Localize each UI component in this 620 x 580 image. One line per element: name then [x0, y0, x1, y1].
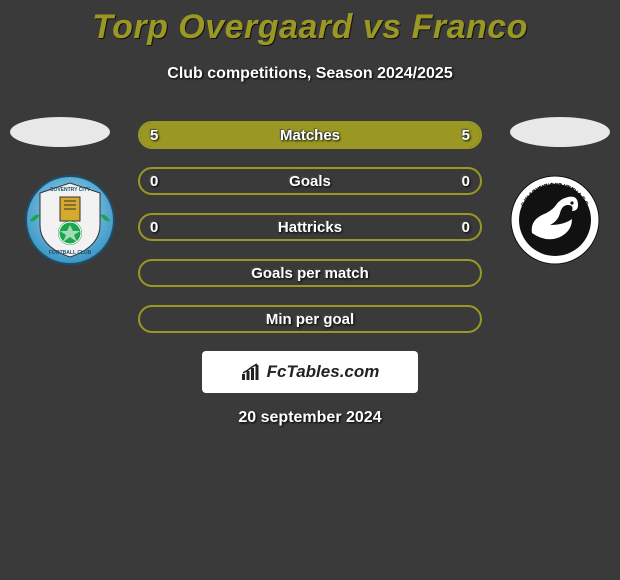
stat-label: Goals per match [140, 265, 480, 282]
stat-right-value: 0 [462, 219, 470, 236]
chart-icon [241, 363, 263, 381]
svg-text:FOOTBALL CLUB: FOOTBALL CLUB [49, 250, 92, 256]
stat-label: Min per goal [140, 311, 480, 328]
club-logo-right: SWANSEA CITY AFC SWANSEA CITY [510, 175, 600, 265]
stat-label: Goals [140, 173, 480, 190]
stat-row-hattricks: 0 Hattricks 0 [138, 213, 482, 241]
stat-right-value: 0 [462, 173, 470, 190]
date-text: 20 september 2024 [0, 409, 620, 427]
stat-row-min-per-goal: Min per goal [138, 305, 482, 333]
stat-row-matches: 5 Matches 5 [138, 121, 482, 149]
source-badge: FcTables.com [202, 351, 418, 393]
stat-label: Hattricks [140, 219, 480, 236]
page-title: Torp Overgaard vs Franco [0, 0, 620, 47]
stat-row-goals-per-match: Goals per match [138, 259, 482, 287]
stat-row-goals: 0 Goals 0 [138, 167, 482, 195]
player-right-silhouette [508, 115, 612, 149]
source-brand-text: FcTables.com [267, 362, 380, 382]
svg-text:COVENTRY CITY: COVENTRY CITY [50, 187, 91, 193]
stat-right-value: 5 [462, 127, 470, 144]
subtitle: Club competitions, Season 2024/2025 [0, 65, 620, 83]
stat-rows: 5 Matches 5 0 Goals 0 0 Hattricks 0 Goal… [138, 121, 482, 333]
stat-label: Matches [140, 127, 480, 144]
player-left-silhouette [8, 115, 112, 149]
club-logo-left: COVENTRY CITY FOOTBALL CLUB [20, 175, 120, 265]
